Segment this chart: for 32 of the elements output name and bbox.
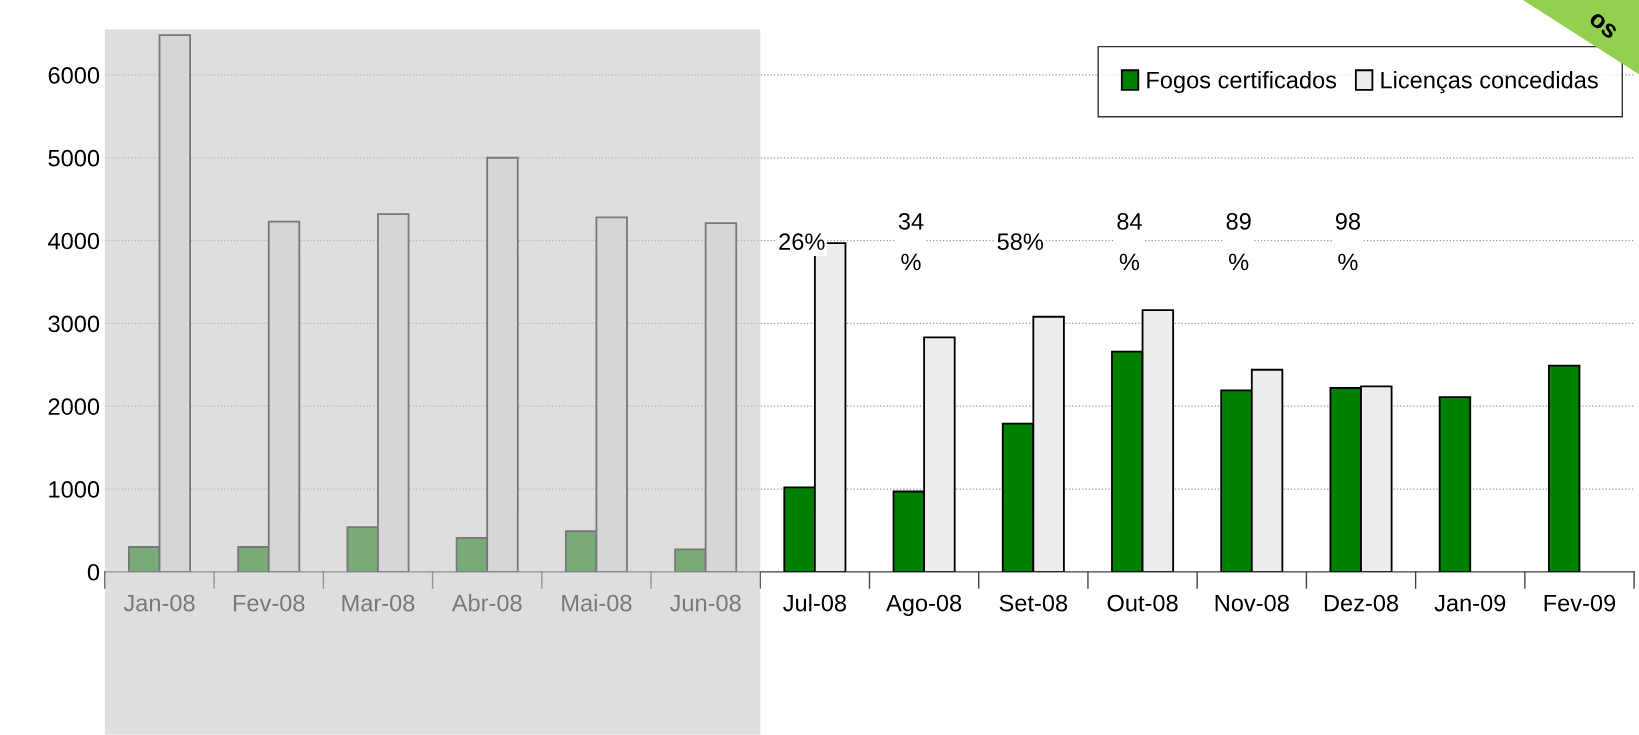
x-tick-label: Out-08 [1107,594,1178,612]
y-tick-label: 6000 [48,67,100,84]
x-tick-label: Fev-08 [233,594,305,612]
y-tick-label: 4000 [48,232,100,250]
y-tick-label: 3000 [48,315,100,333]
y-tick-label: 0 [87,563,100,581]
x-tick-label: Dez-08 [1324,594,1399,612]
x-tick-label: Abr-08 [451,594,522,612]
bar [1438,396,1472,572]
x-tick-label: Mar-08 [342,594,415,612]
y-tick-label: 1000 [49,481,100,498]
annotation: 98 % [1335,212,1361,271]
x-tick-label: Set-08 [999,594,1068,612]
legend-label: Licenças concedidas [1381,71,1598,94]
y-tick-label: 2000 [48,398,100,415]
annotation: os [1588,11,1618,40]
x-tick-label: Mai-08 [562,594,632,612]
x-tick-label: Jul-08 [783,594,847,612]
x-tick-label: Jan-08 [123,594,195,612]
x-tick-label: Nov-08 [1215,594,1289,612]
annotation: 26% [779,233,825,250]
annotation: 34 % [898,212,924,271]
annotation: 89 % [1226,212,1251,271]
bar [1547,364,1581,572]
legend-label: Fogos certificados [1147,71,1337,94]
x-tick-label: Fev-09 [1544,594,1616,612]
y-tick-label: 5000 [48,149,100,167]
annotation: 58% [997,233,1044,250]
x-tick-label: Jun-08 [669,594,741,612]
annotation: 84 % [1117,212,1142,271]
x-tick-label: Jan-09 [1434,594,1506,612]
x-tick-label: Ago-08 [886,594,962,617]
